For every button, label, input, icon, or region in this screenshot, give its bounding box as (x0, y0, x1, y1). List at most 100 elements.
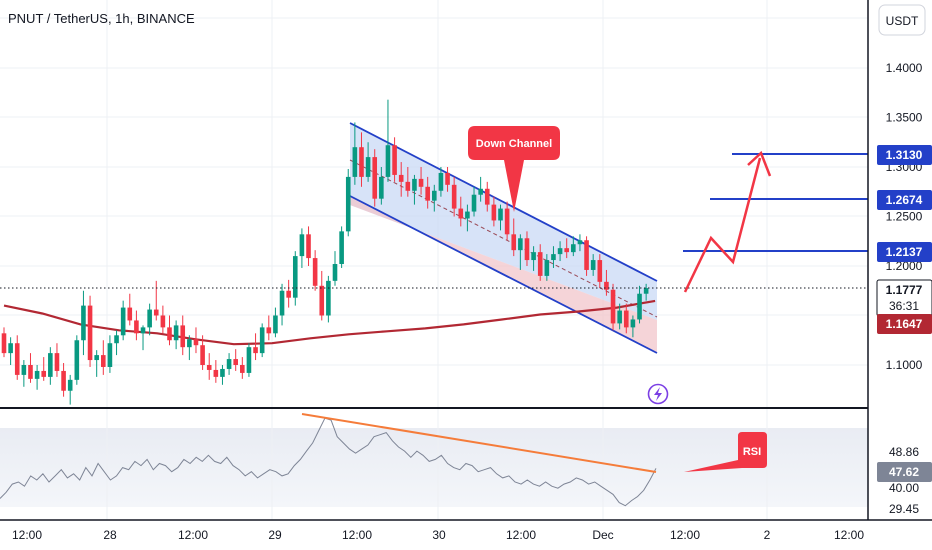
price-tick-5: 1.1000 (886, 358, 923, 372)
price-tick-4: 1.2000 (886, 259, 923, 273)
candle-13 (87, 295, 93, 367)
chart-title: PNUT / TetherUS, 1h, BINANCE (8, 11, 195, 26)
time-tick-3: 29 (268, 528, 282, 542)
candle-62 (412, 174, 417, 205)
candle-63 (418, 167, 424, 195)
down-channel-callout[interactable]: Down Channel (468, 126, 560, 212)
candle-5 (34, 365, 40, 390)
candle-31 (206, 353, 212, 380)
time-tick-1: 28 (103, 528, 117, 542)
candle-7 (48, 347, 53, 385)
time-tick-6: 12:00 (506, 528, 536, 542)
rsi-current-badge: 47.62 (877, 462, 932, 482)
candle-57 (379, 167, 384, 205)
candle-65 (432, 184, 437, 212)
rsi-tick-1: 40.00 (889, 481, 919, 495)
price-tick-0: 1.4000 (886, 61, 923, 75)
candle-37 (246, 343, 252, 377)
rsi-callout[interactable]: RSI (684, 432, 767, 472)
target-badge-1: 1.3130 (877, 145, 932, 165)
candle-42 (279, 283, 285, 326)
candle-74 (491, 196, 497, 227)
candle-69 (458, 196, 464, 227)
candle-96 (637, 285, 642, 324)
candle-66 (438, 167, 444, 197)
candle-84 (557, 241, 563, 262)
candle-23 (153, 280, 159, 321)
last-price-badge: 1.1777 36:31 (876, 279, 932, 317)
target-badge-3: 1.2137 (877, 242, 932, 262)
svg-text:47.62: 47.62 (889, 465, 919, 479)
candle-77 (511, 218, 517, 257)
candle-1 (8, 337, 13, 365)
rsi-trendline (301, 413, 657, 473)
candle-80 (531, 246, 536, 271)
candle-22 (147, 303, 152, 336)
svg-text:1.1647: 1.1647 (886, 317, 923, 331)
candle-64 (425, 176, 430, 209)
candle-54 (359, 132, 364, 187)
candle-12 (81, 290, 86, 356)
currency-button[interactable]: USDT (878, 4, 926, 36)
moving-average-line (3, 299, 656, 346)
candle-18 (120, 300, 126, 341)
rsi-label: RSI (743, 446, 761, 458)
pane-separator[interactable] (0, 407, 932, 409)
candle-39 (259, 323, 265, 358)
candle-85 (564, 238, 569, 259)
candle-17 (114, 330, 119, 356)
candle-47 (312, 250, 318, 291)
candle-78 (518, 234, 523, 270)
candle-11 (74, 335, 80, 385)
candle-6 (41, 357, 47, 381)
candle-41 (273, 307, 278, 338)
time-tick-5: 30 (432, 528, 446, 542)
candle-97 (643, 283, 649, 301)
candle-28 (187, 335, 192, 361)
candle-61 (405, 167, 411, 197)
candle-4 (28, 353, 33, 383)
candle-68 (451, 176, 457, 217)
svg-text:1.2674: 1.2674 (886, 193, 923, 207)
candle-72 (478, 176, 483, 202)
channel-upper-fill (350, 123, 657, 320)
candle-36 (240, 357, 245, 379)
candle-50 (332, 251, 338, 286)
candle-33 (220, 365, 225, 385)
candle-70 (465, 204, 470, 232)
candle-26 (173, 320, 179, 350)
candle-38 (253, 333, 258, 361)
candle-93 (617, 303, 622, 330)
candle-3 (21, 360, 27, 387)
candle-56 (372, 149, 378, 207)
lightning-icon[interactable] (647, 383, 669, 405)
down-channel-label: Down Channel (476, 138, 552, 150)
time-tick-10: 12:00 (834, 528, 864, 542)
candle-94 (623, 303, 629, 334)
ma-badge: 1.1647 (877, 314, 932, 334)
candle-60 (398, 162, 404, 197)
candle-52 (345, 168, 351, 237)
candle-0 (1, 327, 7, 358)
candle-89 (590, 254, 596, 276)
candle-81 (537, 244, 543, 281)
time-tick-7: Dec (592, 528, 613, 542)
svg-text:1.2137: 1.2137 (886, 245, 923, 259)
candle-21 (140, 325, 146, 351)
candle-44 (292, 251, 298, 306)
candle-91 (604, 269, 609, 296)
candle-83 (551, 246, 556, 268)
candle-29 (193, 327, 199, 354)
time-axis[interactable] (0, 520, 932, 550)
time-tick-4: 12:00 (342, 528, 372, 542)
candle-71 (471, 186, 477, 217)
target-levels (683, 153, 868, 252)
svg-text:1.3130: 1.3130 (886, 148, 923, 162)
candle-90 (597, 254, 603, 288)
candle-27 (180, 315, 186, 356)
rsi-tick-2: 29.45 (889, 502, 919, 516)
candle-9 (61, 363, 66, 397)
time-tick-2: 12:00 (178, 528, 208, 542)
